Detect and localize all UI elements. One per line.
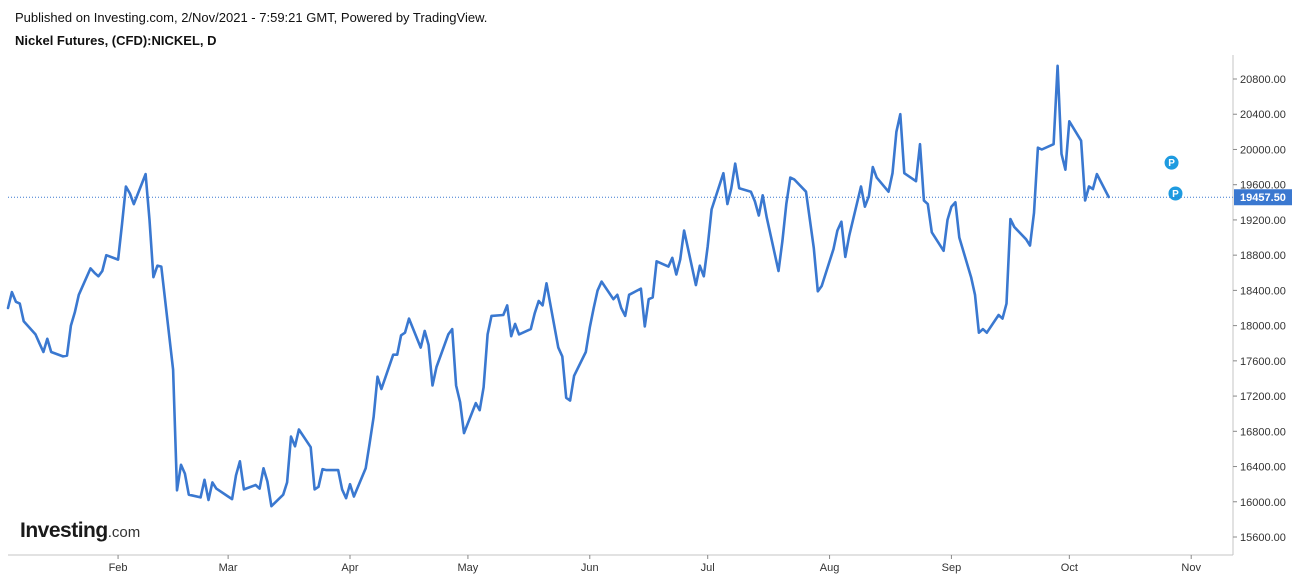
x-tick-label: Oct xyxy=(1061,562,1078,574)
y-tick-label: 16800.00 xyxy=(1240,426,1286,438)
y-tick-label: 18800.00 xyxy=(1240,250,1286,262)
x-tick-label: Sep xyxy=(942,562,962,574)
marker-label: P xyxy=(1168,158,1175,169)
x-tick-label: Jul xyxy=(701,562,715,574)
logo-suffix: .com xyxy=(107,524,141,541)
x-axis: Feb Mar Apr May Jun Jul Aug Sep Oct Nov xyxy=(109,555,1201,574)
price-series-line xyxy=(6,64,1110,508)
y-tick-label: 18000.00 xyxy=(1240,321,1286,333)
y-tick-label: 20400.00 xyxy=(1240,109,1286,121)
chart-title: Nickel Futures, (CFD):NICKEL, D xyxy=(15,33,217,48)
marker-layer: PP xyxy=(1163,154,1184,202)
y-tick-label: 16000.00 xyxy=(1240,497,1286,509)
y-tick-label: 20000.00 xyxy=(1240,144,1286,156)
series-layer xyxy=(6,64,1110,508)
y-tick-label: 15600.00 xyxy=(1240,532,1286,544)
x-tick-label: Aug xyxy=(820,562,840,574)
y-tick-label: 17600.00 xyxy=(1240,356,1286,368)
last-price-badge: 19457.50 xyxy=(1234,189,1292,206)
x-tick-label: May xyxy=(458,562,479,574)
y-tick-label: 16400.00 xyxy=(1240,462,1286,474)
x-tick-label: Nov xyxy=(1181,562,1201,574)
y-tick-label: 17200.00 xyxy=(1240,391,1286,403)
marker-circle xyxy=(1167,185,1184,202)
y-tick-label: 19200.00 xyxy=(1240,215,1286,227)
y-tick-label: 19600.00 xyxy=(1240,180,1286,192)
y-tick-label: 20800.00 xyxy=(1240,74,1286,86)
x-tick-label: Apr xyxy=(341,562,358,574)
logo-brand: Investing xyxy=(20,519,108,542)
x-tick-label: Feb xyxy=(109,562,128,574)
event-marker: P xyxy=(1163,154,1180,171)
chart-axes xyxy=(8,55,1234,556)
y-tick-label: 18400.00 xyxy=(1240,285,1286,297)
x-tick-label: Jun xyxy=(581,562,599,574)
marker-circle xyxy=(1163,154,1180,171)
last-price-label: 19457.50 xyxy=(1240,192,1286,204)
y-axis: 15600.00 16000.00 16400.00 16800.00 17200.00… xyxy=(1233,74,1286,544)
investing-logo: Investing.com xyxy=(20,519,140,543)
x-tick-label: Mar xyxy=(219,562,238,574)
event-marker: P xyxy=(1167,185,1184,202)
last-price-layer: 19457.50 xyxy=(8,189,1292,206)
marker-label: P xyxy=(1172,189,1179,200)
published-caption: Published on Investing.com, 2/Nov/2021 -… xyxy=(15,10,488,25)
last-price-box xyxy=(1234,189,1292,206)
